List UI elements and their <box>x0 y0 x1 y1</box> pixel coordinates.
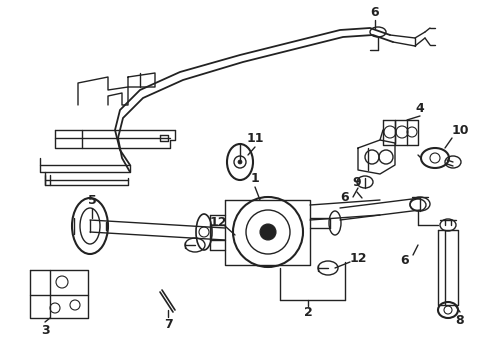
Text: 5: 5 <box>88 194 97 207</box>
Text: 9: 9 <box>353 176 361 189</box>
Text: 6: 6 <box>341 190 349 203</box>
Text: 7: 7 <box>164 319 172 332</box>
Text: 3: 3 <box>41 324 49 337</box>
Text: 1: 1 <box>250 171 259 185</box>
Text: 4: 4 <box>416 102 424 114</box>
Text: 12: 12 <box>209 216 227 229</box>
Text: 11: 11 <box>246 131 264 144</box>
Circle shape <box>238 160 242 164</box>
Text: 6: 6 <box>401 253 409 266</box>
Text: 2: 2 <box>304 306 313 319</box>
Circle shape <box>260 224 276 240</box>
Text: 6: 6 <box>371 5 379 18</box>
Text: 10: 10 <box>451 123 469 136</box>
Text: 8: 8 <box>456 314 465 327</box>
Text: 12: 12 <box>349 252 367 265</box>
